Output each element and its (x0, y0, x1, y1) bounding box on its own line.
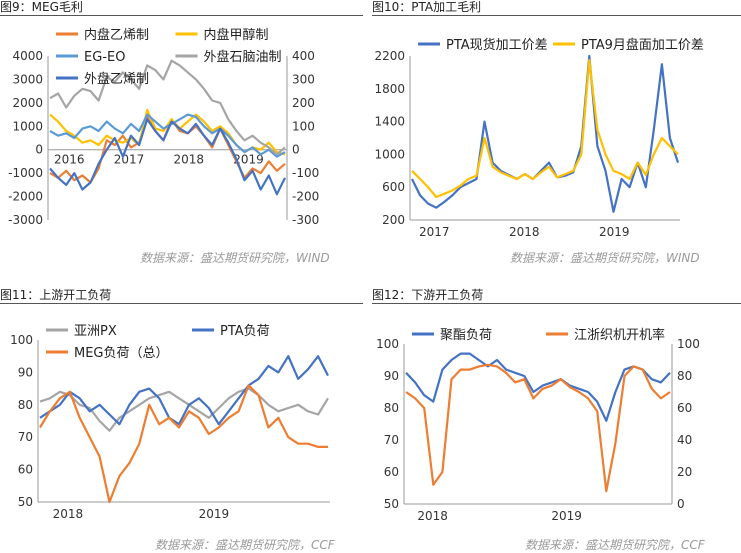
y-tick-label: 2200 (374, 49, 405, 63)
series-line (405, 363, 671, 493)
y-tick-label: 70 (18, 430, 33, 444)
y-tick-label: -2000 (8, 190, 43, 204)
panel-title: 图10：PTA加工毛利 (372, 0, 482, 14)
legend-label: MEG负荷（总） (74, 346, 169, 361)
chart-group: -3000-2000-100001000200030004000-300-200… (8, 27, 319, 227)
x-tick-label: 2018 (53, 507, 84, 521)
chart-group: 50 60 70 80 90 100 0 20 40 60 80 100 2018 2019 聚酯负荷 江浙织… (376, 327, 700, 523)
chart-group: 50 60 70 80 90 100 2018 2019 亚洲PX PTA负荷 MEG负荷（总） (10, 324, 330, 521)
panel-title: 图11：上游开工负荷 (0, 288, 112, 302)
y-tick-label: 1800 (374, 82, 405, 96)
y-tick-label: 80 (384, 401, 399, 415)
y2-tick-label: 60 (677, 401, 692, 415)
y-tick-label: 1400 (374, 115, 405, 129)
series-line (411, 54, 680, 213)
legend-label: PTA负荷 (220, 324, 270, 339)
y-tick-label: 90 (18, 365, 33, 379)
y2-tick-label: 300 (292, 72, 315, 86)
legend-label: EG-EO (84, 50, 125, 65)
series-line (49, 118, 286, 196)
y-tick-label: 1000 (12, 119, 43, 133)
y-tick-label: 600 (382, 180, 405, 194)
legend-label: 聚酯负荷 (440, 328, 492, 343)
legend-label: 外盘石脑油制 (204, 49, 282, 65)
x-tick-label: 2019 (199, 507, 230, 521)
x-tick-label: 2017 (419, 225, 450, 239)
y-tick-label: -1000 (8, 166, 43, 180)
title-rule (372, 303, 741, 304)
y-tick-label: 3000 (12, 72, 43, 86)
x-tick-label: 2018 (509, 225, 540, 239)
x-tick-label: 2018 (417, 509, 448, 523)
y2-tick-label: 0 (677, 497, 685, 511)
y-tick-label: 1000 (374, 147, 405, 161)
y2-tick-label: 20 (677, 465, 692, 479)
y-tick-label: 50 (18, 495, 33, 509)
y-tick-label: 80 (18, 398, 33, 412)
title-rule (0, 303, 363, 304)
y2-tick-label: 400 (292, 49, 315, 63)
y-tick-label: 90 (384, 369, 399, 383)
x-tick-label: 2019 (551, 509, 582, 523)
legend-label: 内盘甲醇制 (204, 27, 269, 43)
series-line (39, 384, 328, 504)
legend-label: 外盘乙烯制 (84, 71, 149, 87)
y-tick-label: 100 (10, 333, 33, 347)
legend-label: PTA现货加工价差 (446, 37, 548, 53)
title-rule (372, 15, 741, 16)
legend-label: PTA9月盘面加工价差 (581, 37, 704, 53)
legend-label: 内盘乙烯制 (84, 27, 149, 43)
panel-title: 图12：下游开工负荷 (372, 288, 484, 302)
x-tick-label: 2018 (173, 153, 204, 167)
data-source: 数据来源：盛达期货研究院，CCF (525, 538, 705, 552)
y-tick-label: 0 (35, 143, 43, 157)
y2-tick-label: 40 (677, 433, 692, 447)
y-tick-label: 70 (384, 433, 399, 447)
x-tick-label: 2019 (233, 153, 264, 167)
x-tick-label: 2016 (54, 153, 85, 167)
panel-title: 图9：MEG毛利 (0, 0, 83, 14)
series-line (49, 59, 286, 156)
x-tick-label: 2017 (114, 153, 145, 167)
y-tick-label: 4000 (12, 49, 43, 63)
y2-tick-label: 80 (677, 369, 692, 383)
data-source: 数据来源：盛达期货研究院，CCF (155, 538, 335, 552)
y-tick-label: 60 (18, 463, 33, 477)
y2-tick-label: 200 (292, 96, 315, 110)
series-line (39, 355, 329, 426)
x-tick-label: 2019 (599, 225, 630, 239)
chart-group: 200 600 1000 1400 1800 2200 2017 2018 2019 PTA现货加… (374, 37, 703, 239)
y-tick-label: 100 (376, 337, 399, 351)
y2-tick-label: -100 (292, 166, 319, 180)
series-line (49, 113, 286, 158)
title-rule (0, 15, 363, 16)
legend-label: 亚洲PX (74, 324, 117, 339)
legend-label: 江浙织机开机率 (574, 327, 665, 343)
series-line (405, 352, 671, 422)
data-source: 数据来源：盛达期货研究院，WIND (140, 251, 330, 265)
y2-tick-label: 100 (292, 119, 315, 133)
y-tick-label: 60 (384, 465, 399, 479)
y-tick-label: 200 (382, 213, 405, 227)
y2-tick-label: -200 (292, 190, 319, 204)
series-line (411, 58, 679, 199)
y-tick-label: 2000 (12, 96, 43, 110)
data-source: 数据来源：盛达期货研究院，WIND (510, 251, 700, 265)
y-tick-label: 50 (384, 497, 399, 511)
y2-tick-label: -300 (292, 213, 319, 227)
y-tick-label: -3000 (8, 213, 43, 227)
y2-tick-label: 0 (292, 143, 300, 157)
y2-tick-label: 100 (677, 337, 700, 351)
